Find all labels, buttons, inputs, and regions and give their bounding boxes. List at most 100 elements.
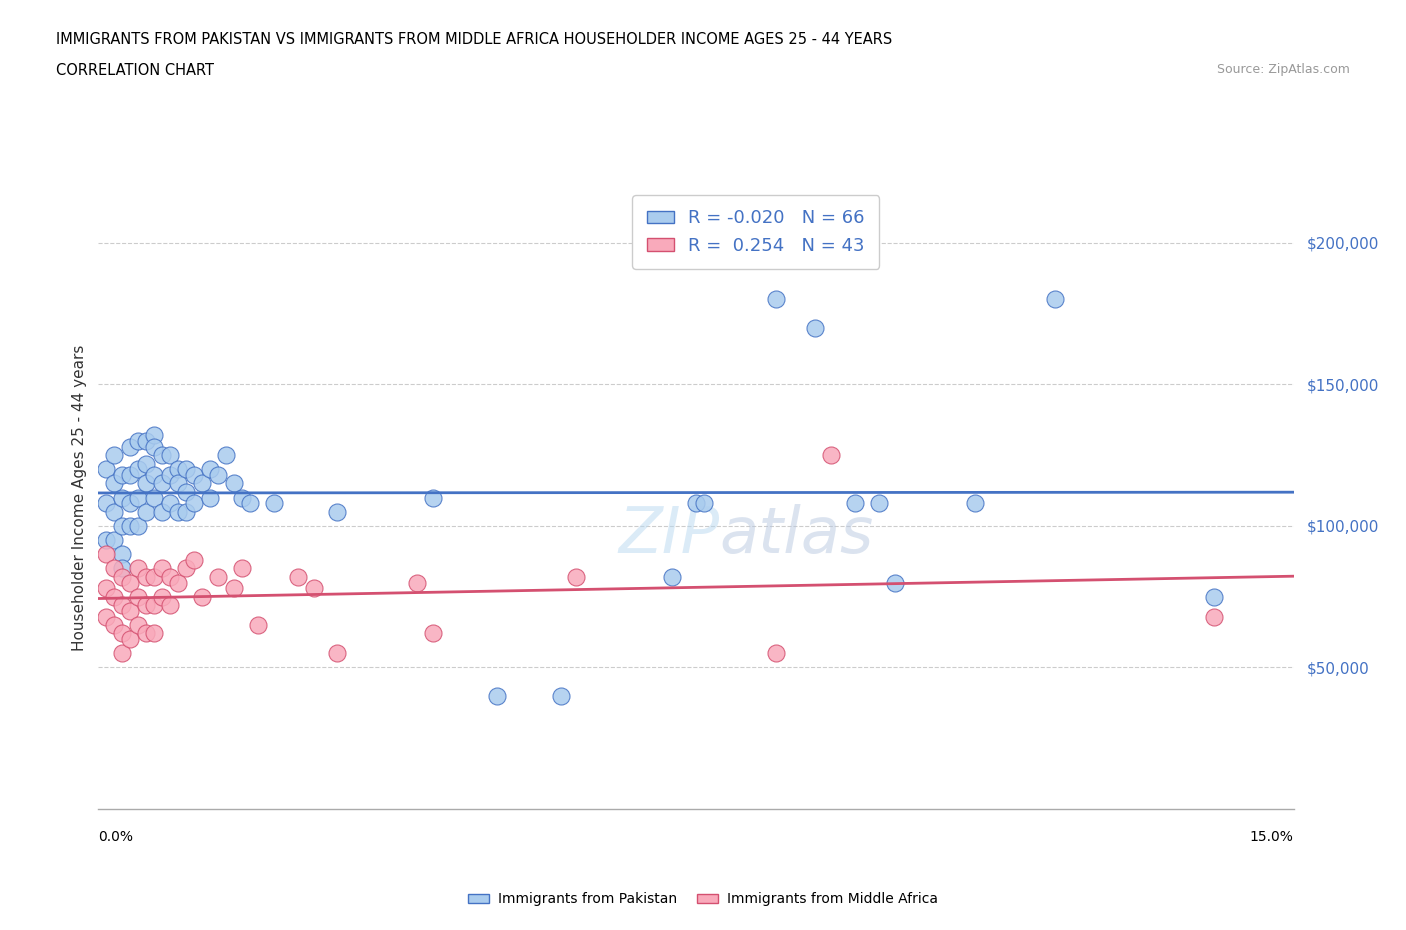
Point	[159, 569, 181, 584]
Point	[96, 496, 118, 511]
Point	[103, 504, 125, 519]
Point	[120, 518, 142, 533]
Point	[135, 504, 157, 519]
Point	[765, 645, 787, 660]
Point	[207, 468, 229, 483]
Point	[143, 428, 166, 443]
Point	[111, 569, 134, 584]
Point	[143, 569, 166, 584]
Point	[120, 604, 142, 618]
Point	[143, 490, 166, 505]
Point	[103, 447, 125, 462]
Point	[174, 561, 197, 576]
Point	[198, 462, 221, 477]
Point	[287, 569, 309, 584]
Point	[183, 496, 205, 511]
Point	[326, 504, 349, 519]
Point	[183, 552, 205, 567]
Text: IMMIGRANTS FROM PAKISTAN VS IMMIGRANTS FROM MIDDLE AFRICA HOUSEHOLDER INCOME AGE: IMMIGRANTS FROM PAKISTAN VS IMMIGRANTS F…	[56, 32, 893, 46]
Point	[222, 476, 245, 491]
Point	[150, 447, 173, 462]
Point	[135, 456, 157, 471]
Point	[159, 468, 181, 483]
Point	[111, 645, 134, 660]
Point	[422, 490, 444, 505]
Point	[167, 462, 190, 477]
Point	[406, 575, 429, 590]
Point	[96, 462, 118, 477]
Point	[96, 580, 118, 595]
Point	[550, 688, 572, 703]
Point	[215, 447, 238, 462]
Point	[167, 476, 190, 491]
Point	[844, 496, 866, 511]
Point	[693, 496, 716, 511]
Y-axis label: Householder Income Ages 25 - 44 years: Householder Income Ages 25 - 44 years	[72, 344, 87, 651]
Point	[143, 439, 166, 454]
Point	[174, 504, 197, 519]
Point	[127, 462, 149, 477]
Point	[1043, 292, 1066, 307]
Point	[231, 490, 253, 505]
Point	[150, 561, 173, 576]
Point	[111, 490, 134, 505]
Point	[143, 626, 166, 641]
Point	[127, 561, 149, 576]
Point	[127, 618, 149, 632]
Point	[685, 496, 707, 511]
Point	[103, 476, 125, 491]
Point	[143, 598, 166, 613]
Point	[127, 433, 149, 448]
Legend: R = -0.020   N = 66, R =  0.254   N = 43: R = -0.020 N = 66, R = 0.254 N = 43	[633, 195, 879, 269]
Point	[246, 618, 269, 632]
Point	[263, 496, 285, 511]
Point	[103, 533, 125, 548]
Point	[565, 569, 588, 584]
Point	[231, 561, 253, 576]
Point	[120, 631, 142, 646]
Point	[222, 580, 245, 595]
Point	[150, 590, 173, 604]
Point	[159, 447, 181, 462]
Point	[198, 490, 221, 505]
Point	[150, 504, 173, 519]
Point	[239, 496, 262, 511]
Point	[1202, 609, 1225, 624]
Text: 15.0%: 15.0%	[1250, 830, 1294, 844]
Point	[135, 598, 157, 613]
Point	[127, 518, 149, 533]
Point	[191, 590, 214, 604]
Point	[143, 468, 166, 483]
Text: 0.0%: 0.0%	[98, 830, 134, 844]
Point	[127, 490, 149, 505]
Point	[485, 688, 508, 703]
Point	[111, 626, 134, 641]
Point	[150, 476, 173, 491]
Point	[868, 496, 890, 511]
Point	[302, 580, 325, 595]
Point	[820, 447, 842, 462]
Point	[963, 496, 986, 511]
Point	[135, 626, 157, 641]
Point	[804, 320, 827, 335]
Point	[96, 547, 118, 562]
Point	[127, 590, 149, 604]
Point	[111, 518, 134, 533]
Point	[120, 439, 142, 454]
Point	[183, 468, 205, 483]
Point	[159, 496, 181, 511]
Point	[1202, 590, 1225, 604]
Point	[191, 476, 214, 491]
Point	[111, 468, 134, 483]
Point	[207, 569, 229, 584]
Point	[159, 598, 181, 613]
Text: CORRELATION CHART: CORRELATION CHART	[56, 63, 214, 78]
Point	[96, 533, 118, 548]
Point	[765, 292, 787, 307]
Text: Source: ZipAtlas.com: Source: ZipAtlas.com	[1216, 63, 1350, 76]
Point	[422, 626, 444, 641]
Point	[884, 575, 907, 590]
Text: atlas: atlas	[720, 504, 875, 566]
Point	[135, 569, 157, 584]
Point	[103, 561, 125, 576]
